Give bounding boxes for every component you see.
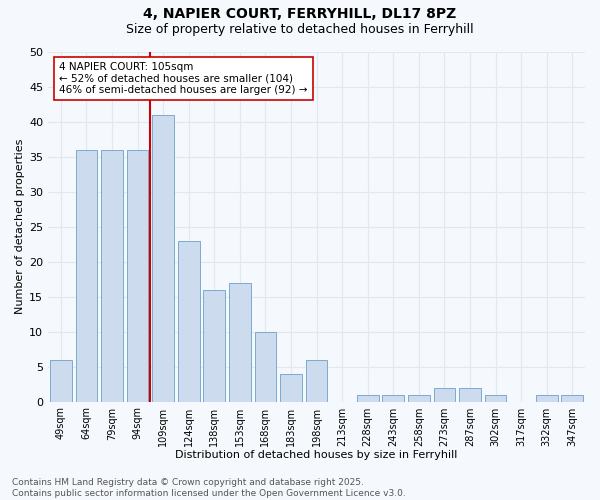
Bar: [536, 394, 557, 402]
Bar: [101, 150, 123, 402]
Y-axis label: Number of detached properties: Number of detached properties: [15, 139, 25, 314]
Text: Size of property relative to detached houses in Ferryhill: Size of property relative to detached ho…: [126, 22, 474, 36]
X-axis label: Distribution of detached houses by size in Ferryhill: Distribution of detached houses by size …: [175, 450, 458, 460]
Bar: [485, 394, 506, 402]
Bar: [76, 150, 97, 402]
Bar: [408, 394, 430, 402]
Text: 4, NAPIER COURT, FERRYHILL, DL17 8PZ: 4, NAPIER COURT, FERRYHILL, DL17 8PZ: [143, 8, 457, 22]
Bar: [152, 114, 174, 402]
Bar: [562, 394, 583, 402]
Bar: [127, 150, 148, 402]
Bar: [382, 394, 404, 402]
Bar: [280, 374, 302, 402]
Bar: [203, 290, 225, 402]
Bar: [306, 360, 328, 402]
Bar: [254, 332, 277, 402]
Bar: [434, 388, 455, 402]
Bar: [459, 388, 481, 402]
Bar: [50, 360, 72, 402]
Bar: [357, 394, 379, 402]
Bar: [178, 240, 200, 402]
Text: Contains HM Land Registry data © Crown copyright and database right 2025.
Contai: Contains HM Land Registry data © Crown c…: [12, 478, 406, 498]
Bar: [229, 282, 251, 402]
Text: 4 NAPIER COURT: 105sqm
← 52% of detached houses are smaller (104)
46% of semi-de: 4 NAPIER COURT: 105sqm ← 52% of detached…: [59, 62, 307, 95]
